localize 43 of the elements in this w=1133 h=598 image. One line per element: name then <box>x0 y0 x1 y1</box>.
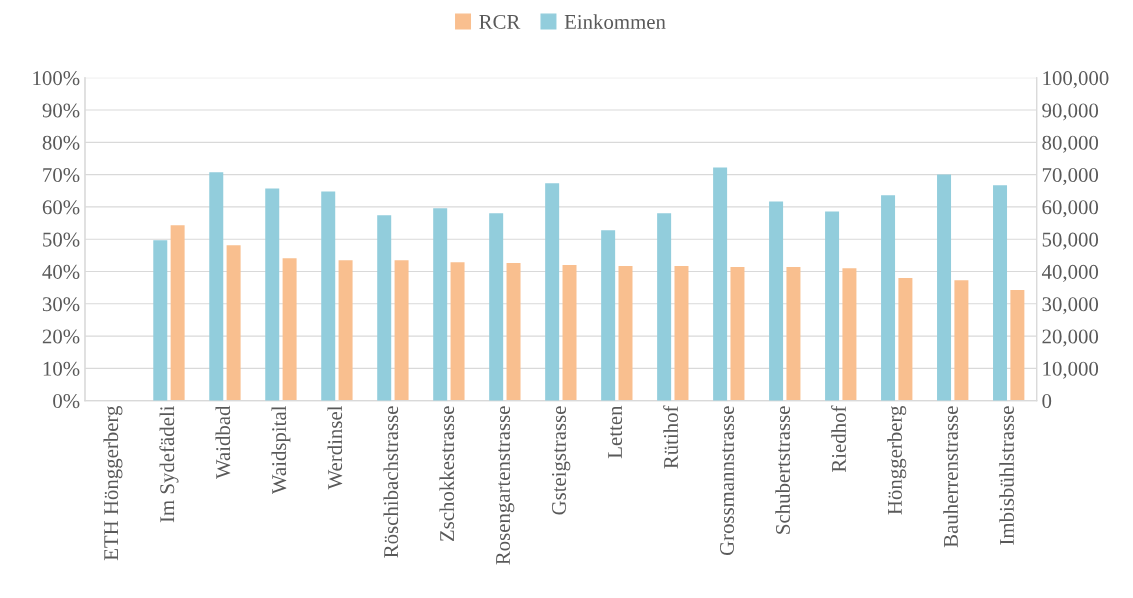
x-tick-label: Waidspital <box>271 405 291 495</box>
y-tick-label: 0% <box>53 394 80 409</box>
x-tick-label: Grossmannstrasse <box>720 406 734 556</box>
x-tick-label: Im Sydefädeli <box>159 405 179 523</box>
x-tick-label: Rütihof <box>663 405 679 469</box>
y2-tick-label: 20,000 <box>1042 329 1099 347</box>
y-tick-label: 30% <box>42 297 80 312</box>
x-tick-label: Schubertstrasse <box>775 406 790 534</box>
x-tick-label: Imbisbühlstrasse <box>999 406 1014 545</box>
x-tick-label: Gsteigstrasse <box>551 406 571 515</box>
y2-tick-label: 60,000 <box>1042 200 1099 218</box>
y2-tick-label: 10,000 <box>1043 361 1099 379</box>
x-tick-label: Waidbad <box>215 405 231 480</box>
x-tick-label: Bauherrenstrasse <box>943 406 958 548</box>
y2-tick-label: 30,000 <box>1042 297 1099 315</box>
y-tick-label: 50% <box>43 232 80 247</box>
y-tick-label: 100% <box>33 71 80 86</box>
x-tick-label: ETH Hönggerberg <box>103 405 123 561</box>
legend-label: Einkommen <box>564 14 666 29</box>
x-tick-label: Zschokkestrasse <box>439 406 455 542</box>
legend-label: RCR <box>479 14 521 29</box>
y-tick-label: 70% <box>43 167 80 183</box>
y2-tick-label: 70,000 <box>1042 167 1099 186</box>
y-tick-label: 60% <box>42 200 80 215</box>
y-tick-label: 80% <box>42 135 80 150</box>
y2-tick-label: 50,000 <box>1042 232 1099 250</box>
x-tick-label: Werdinsel <box>327 405 343 490</box>
x-tick-label: Hönggerberg <box>887 405 907 515</box>
y2-tick-label: 40,000 <box>1041 264 1099 282</box>
y2-tick-label: 90,000 <box>1042 103 1099 121</box>
x-tick-label: Röschibachstrasse <box>383 406 399 558</box>
x-tick-label: Riedhof <box>831 405 846 473</box>
bar <box>1010 289 1025 401</box>
y2-tick-label: 80,000 <box>1042 135 1099 153</box>
x-tick-label: Letten <box>608 405 623 459</box>
y-tick-label: 90% <box>42 103 80 118</box>
y-tick-label: 40% <box>42 264 80 279</box>
y2-tick-label: 100,000 <box>1043 71 1109 89</box>
y2-tick-label: 0 <box>1042 394 1052 409</box>
y-tick-label: 10% <box>43 361 80 376</box>
bar <box>954 280 969 401</box>
y-tick-label: 20% <box>42 329 80 344</box>
x-tick-label: Rosengartenstrasse <box>496 406 515 565</box>
